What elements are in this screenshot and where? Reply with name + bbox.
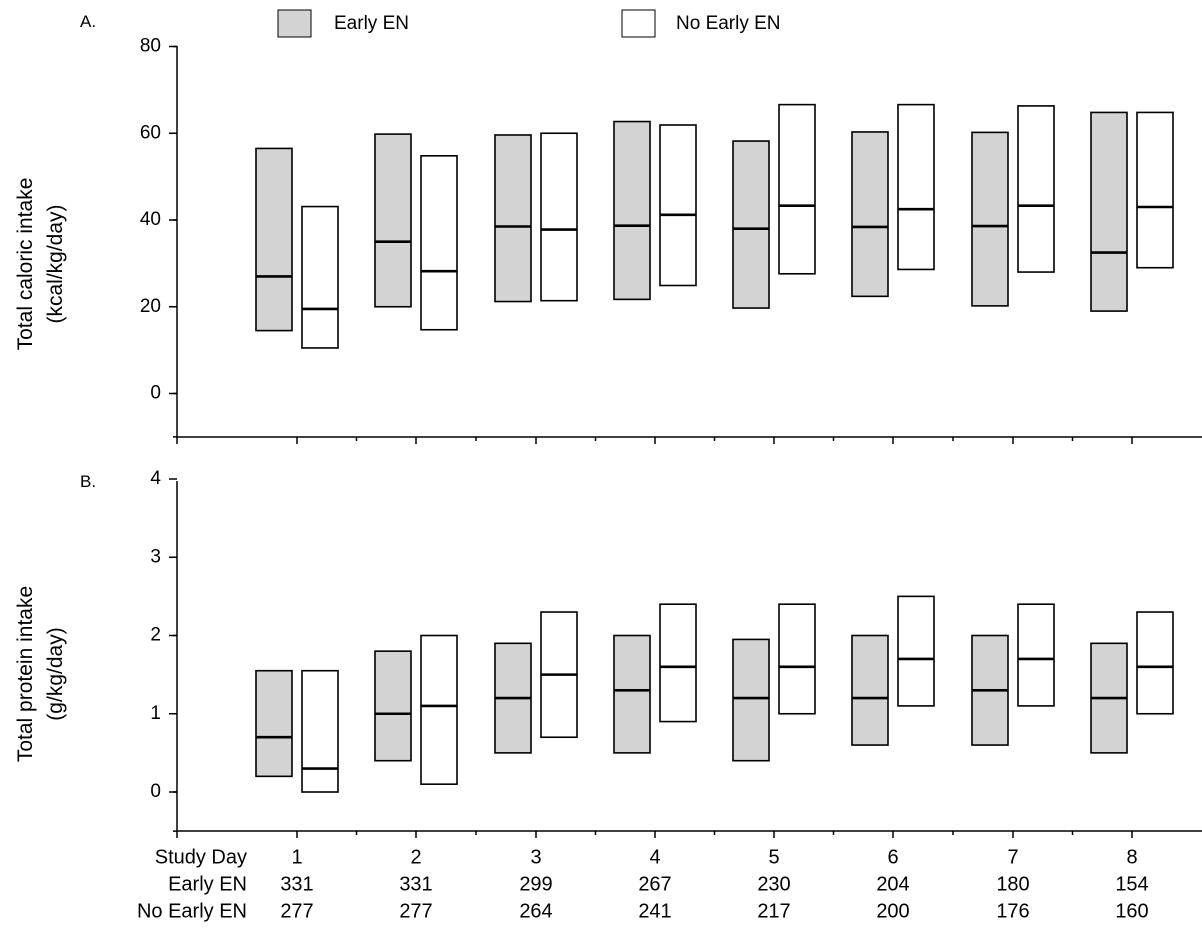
box-early-en-b [613, 634, 651, 754]
footer-row-label-no-early-en: No Early EN [137, 900, 247, 922]
y-tick-label-a: 40 [140, 209, 161, 230]
box-early-en-b [255, 669, 293, 778]
panel-b-ylabel-units: (g/kg/day) [44, 627, 67, 720]
panel-b-label: B. [80, 472, 96, 491]
box-no-early-en-a [778, 103, 816, 275]
box-early-en-a [255, 147, 293, 332]
legend-swatch-no-early-en [621, 9, 656, 38]
box-no-early-en-b [301, 669, 339, 793]
panel-a-ylabel: Total caloric intake [14, 178, 37, 351]
panel-a-ylabel-units: (kcal/kg/day) [44, 204, 67, 323]
footer-no-early-en-n-value: 176 [996, 900, 1029, 922]
box-no-early-en-b [1017, 603, 1055, 707]
box-early-en-a [971, 131, 1009, 307]
box-early-en-a [613, 120, 651, 301]
panel-a-label: A. [80, 12, 96, 31]
footer-study-day-value: 4 [649, 846, 660, 868]
footer-no-early-en-n-value: 264 [519, 900, 552, 922]
footer-study-day-value: 7 [1007, 846, 1018, 868]
box-no-early-en-b [897, 595, 935, 707]
y-tick-label-b: 2 [150, 625, 161, 646]
footer-no-early-en-n-value: 277 [280, 900, 313, 922]
box-no-early-en-a [1017, 105, 1055, 273]
box-no-early-en-a [1136, 111, 1174, 269]
box-early-en-b [374, 650, 412, 762]
footer-early-en-n-value: 331 [280, 873, 313, 895]
box-early-en-b [851, 634, 889, 746]
box-no-early-en-a [540, 132, 578, 302]
box-early-en-a [732, 140, 770, 309]
footer-no-early-en-n-value: 160 [1115, 900, 1148, 922]
panel-a-caloric-intake: A. Total caloric intake (kcal/kg/day) 0 2… [14, 12, 1202, 444]
box-no-early-en-b [1136, 611, 1174, 715]
footer-study-day-value: 1 [291, 846, 302, 868]
footer-study-day-value: 2 [410, 846, 421, 868]
legend: Early EN No Early EN [277, 9, 781, 38]
y-tick-label-b: 1 [150, 703, 161, 724]
box-early-en-a [374, 133, 412, 308]
box-no-early-en-b [420, 634, 458, 785]
box-no-early-en-b [778, 603, 816, 715]
box-no-early-en-a [659, 124, 697, 287]
legend-label-early-en: Early EN [334, 13, 409, 34]
footer-study-day-value: 8 [1126, 846, 1137, 868]
y-tick-label-a: 60 [140, 122, 161, 143]
footer-study-day-value: 3 [530, 846, 541, 868]
footer-early-en-n-value: 154 [1115, 873, 1148, 895]
footer-study-day-value: 5 [768, 846, 779, 868]
legend-label-no-early-en: No Early EN [676, 13, 781, 34]
footer-row-label-early-en: Early EN [168, 873, 247, 895]
footer-early-en-n-value: 204 [876, 873, 909, 895]
box-no-early-en-a [420, 155, 458, 331]
footer-no-early-en-n-value: 217 [757, 900, 790, 922]
y-tick-label-b: 0 [150, 781, 161, 802]
footer-early-en-n-value: 267 [638, 873, 671, 895]
footer-sample-size-table: Study Day Early EN No Early EN 1 2 3 4 5 6 7 8 3… [137, 846, 1149, 922]
box-early-en-a [1090, 111, 1128, 312]
footer-row-label-study-day: Study Day [155, 846, 247, 868]
footer-no-early-en-n-value: 241 [638, 900, 671, 922]
footer-no-early-en-n-value: 277 [399, 900, 432, 922]
footer-early-en-n-value: 299 [519, 873, 552, 895]
y-tick-label-a: 20 [140, 296, 161, 317]
y-tick-label-a: 0 [150, 383, 161, 404]
box-no-early-en-a [897, 103, 935, 271]
box-no-early-en-a [301, 205, 339, 349]
y-tick-label-a: 80 [140, 36, 161, 57]
footer-no-early-en-n-value: 200 [876, 900, 909, 922]
panel-b-ylabel: Total protein intake [14, 586, 37, 762]
footer-study-day-value: 6 [887, 846, 898, 868]
box-early-en-a [851, 131, 889, 298]
panel-b-protein-intake: B. Total protein intake (g/kg/day) 0 1 2 3 4 [14, 468, 1202, 838]
y-tick-label-b: 4 [150, 468, 161, 489]
footer-early-en-n-value: 180 [996, 873, 1029, 895]
footer-early-en-n-value: 230 [757, 873, 790, 895]
legend-swatch-early-en [277, 9, 312, 38]
footer-early-en-n-value: 331 [399, 873, 432, 895]
box-early-en-a [494, 134, 532, 303]
y-tick-label-b: 3 [150, 546, 161, 567]
box-no-early-en-b [659, 603, 697, 723]
box-early-en-b [732, 638, 770, 762]
